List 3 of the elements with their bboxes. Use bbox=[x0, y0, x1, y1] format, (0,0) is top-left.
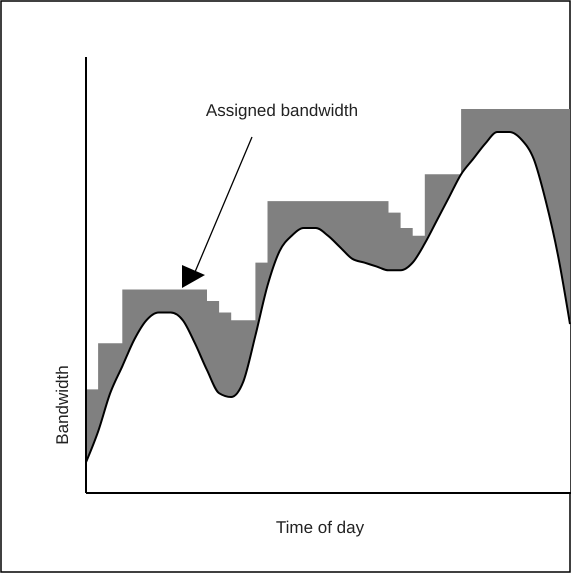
x-axis-title: Time of day bbox=[276, 518, 365, 537]
annotation: Assigned bandwidth bbox=[206, 101, 358, 120]
y-axis-title: Bandwidth bbox=[53, 365, 72, 445]
